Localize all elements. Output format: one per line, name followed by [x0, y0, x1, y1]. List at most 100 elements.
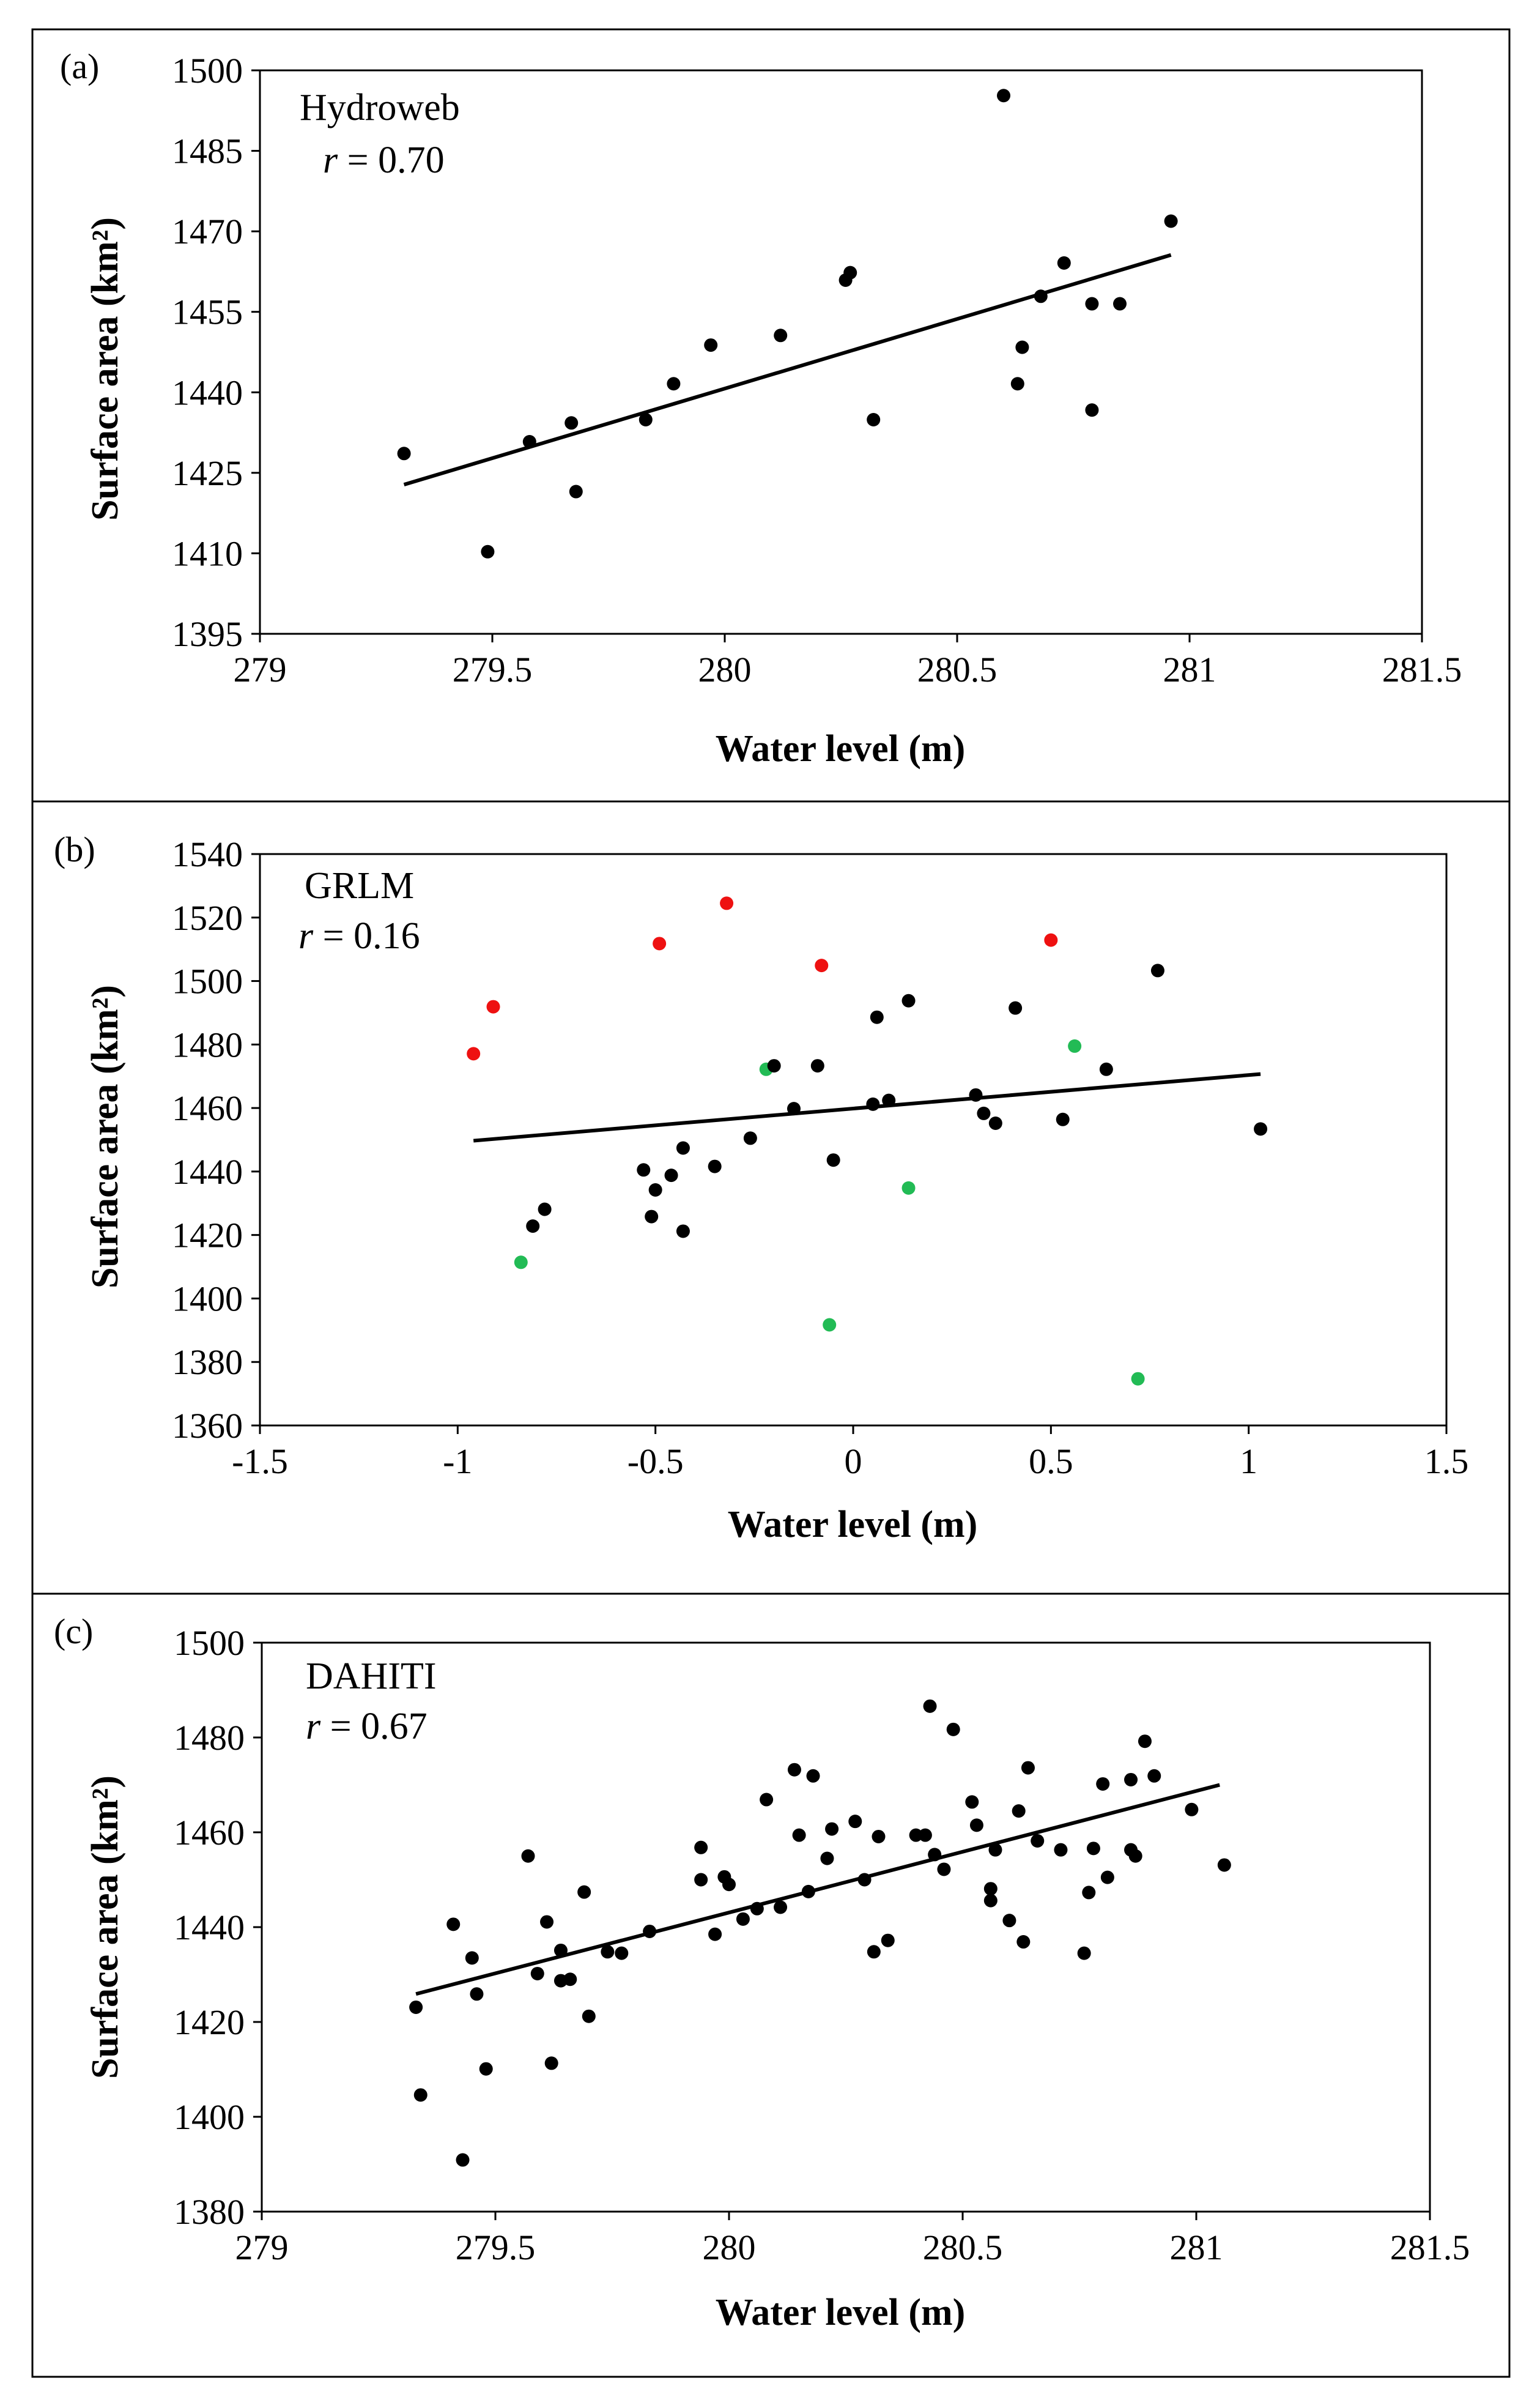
panel-c-data-point: [409, 2000, 423, 2014]
panel-b-data-point: [882, 1093, 896, 1107]
panel-c-data-point: [928, 1848, 942, 1862]
panel-a-data-point: [704, 338, 718, 352]
panel-c-data-point: [820, 1851, 834, 1865]
panel-a-plot-frame: [259, 69, 1423, 635]
panel-b-data-point: [1044, 933, 1058, 947]
panel-c-y-tick-label: 1500: [174, 1623, 245, 1663]
panel-a-data-point: [639, 413, 653, 427]
panel-c-data-point: [470, 1987, 484, 2001]
panel-a-data-point: [565, 416, 579, 430]
panel-a-y-tick-label: 1485: [172, 132, 243, 171]
panel-b-data-point: [664, 1169, 678, 1183]
panel-c-data-point: [825, 1822, 839, 1836]
panel-a-data-point: [843, 266, 857, 280]
panel-c-data-point: [1100, 1870, 1114, 1884]
panel-a-data-point: [1015, 340, 1029, 354]
panel-b-x-tick-label: 1.5: [1424, 1441, 1469, 1481]
panel-c-data-point: [540, 1915, 554, 1929]
panel-b-data-point: [767, 1059, 781, 1073]
panel-b-y-tick-label: 1420: [172, 1216, 243, 1255]
panel-b-data-point: [653, 937, 667, 951]
panel-b-trendline: [473, 1072, 1261, 1143]
panel-c-data-point: [867, 1945, 881, 1959]
panel-a-r-symbol: r: [323, 139, 338, 181]
panel-a-x-tick-label: 280.5: [917, 650, 998, 689]
panel-a-x-axis-title: Water level (m): [716, 728, 966, 770]
panel-c-data-point: [530, 1966, 544, 1980]
panel-b-data-point: [645, 1210, 659, 1224]
panel-c-y-tick-label: 1420: [174, 2002, 245, 2042]
panel-c-data-point: [857, 1873, 872, 1887]
panel-c-data-point: [983, 1893, 998, 1908]
panel-a-hydroweb: (a) Hydroweb r = 0.70 279 279.5 280 280.5 28…: [31, 28, 1511, 803]
panel-b-r-symbol: r: [298, 915, 314, 957]
panel-c-data-point: [736, 1912, 750, 1926]
panel-b-data-point: [1254, 1122, 1268, 1136]
panel-a-y-tick-label: 1455: [172, 292, 243, 332]
panel-c-data-point: [801, 1884, 815, 1898]
panel-a-y-tick-label: 1410: [172, 533, 243, 573]
panel-b-data-point: [486, 1000, 500, 1014]
panel-c-data-point: [465, 1951, 479, 1965]
panel-b-data-point: [901, 994, 916, 1008]
panel-b-x-axis-title: Water level (m): [728, 1504, 978, 1545]
panel-c-data-point: [774, 1900, 788, 1914]
panel-a-y-tick-label: 1425: [172, 453, 243, 493]
panel-c-data-point: [1185, 1802, 1199, 1816]
panel-b-data-point: [676, 1141, 690, 1155]
panel-c-y-tick-label: 1460: [174, 1813, 245, 1852]
panel-c-data-point: [965, 1795, 979, 1809]
panel-b-data-point: [538, 1202, 552, 1216]
panel-c-x-tick-label: 280: [703, 2228, 756, 2267]
panel-c-data-point: [1147, 1769, 1161, 1783]
panel-c-y-tick-label: 1480: [174, 1718, 245, 1758]
panel-c-x-axis-title: Water level (m): [716, 2292, 966, 2333]
panel-a-y-axis-title: Surface area (km²): [84, 217, 126, 521]
panel-a-series-label: Hydroweb: [300, 87, 460, 128]
panel-b-label: (b): [54, 830, 95, 869]
panel-b-data-point: [826, 1153, 840, 1167]
panel-a-x-tick-label: 279.5: [453, 650, 533, 689]
panel-b-y-tick-label: 1460: [172, 1088, 243, 1128]
panel-c-data-point: [456, 2153, 470, 2167]
panel-c-data-point: [881, 1933, 895, 1947]
panel-c-plot-area: 279 279.5 280 280.5 281 281.5 1380 1400 1420 1440…: [174, 1623, 1470, 2267]
panel-c-data-point: [643, 1924, 657, 1938]
panel-c-data-point: [750, 1901, 764, 1916]
panel-b-data-point: [526, 1219, 540, 1233]
panel-c-y-tick-label: 1400: [174, 2097, 245, 2137]
panel-b-y-tick-label: 1360: [172, 1406, 243, 1446]
panel-c-data-point: [563, 1972, 577, 1986]
panel-c-data-point: [923, 1699, 937, 1713]
panel-b-y-axis-title: Surface area (km²): [84, 985, 126, 1288]
panel-a-y-tick-label: 1500: [172, 51, 243, 91]
panel-c-data-point: [1031, 1834, 1045, 1848]
panel-c-data-point: [1077, 1946, 1091, 1960]
panel-b-data-point: [977, 1106, 991, 1120]
panel-c-data-point: [1002, 1914, 1016, 1928]
panel-b-x-tick-label: 0.5: [1029, 1441, 1073, 1481]
panel-a-data-point: [667, 377, 681, 391]
panel-c-data-point: [1016, 1935, 1031, 1949]
panel-c-label: (c): [54, 1611, 93, 1651]
panel-b-data-point: [743, 1131, 757, 1145]
panel-c-x-tick-label: 279: [235, 2228, 289, 2267]
panel-b-data-point: [787, 1102, 801, 1116]
panel-c-data-point: [1124, 1772, 1138, 1786]
panel-c-border: [31, 1592, 1511, 2378]
panel-c-correlation: r = 0.67: [306, 1706, 428, 1747]
panel-c-data-point: [413, 2088, 428, 2102]
panel-c-data-point: [946, 1722, 960, 1736]
panel-b-data-point: [1131, 1372, 1145, 1386]
panel-c-data-point: [1086, 1841, 1100, 1856]
panel-c-data-point: [722, 1878, 736, 1892]
panel-a-data-point: [997, 89, 1010, 103]
panel-a-data-point: [481, 544, 495, 559]
panel-b-data-point: [467, 1047, 481, 1061]
panel-b-y-tick-label: 1480: [172, 1025, 243, 1065]
panel-c-data-point: [1217, 1858, 1231, 1872]
panel-c-x-tick-label: 281.5: [1390, 2228, 1470, 2267]
panel-c-data-point: [544, 2056, 558, 2070]
panel-b-x-tick-label: 0: [845, 1441, 862, 1481]
panel-b-x-tick-label: -1.5: [232, 1441, 288, 1481]
